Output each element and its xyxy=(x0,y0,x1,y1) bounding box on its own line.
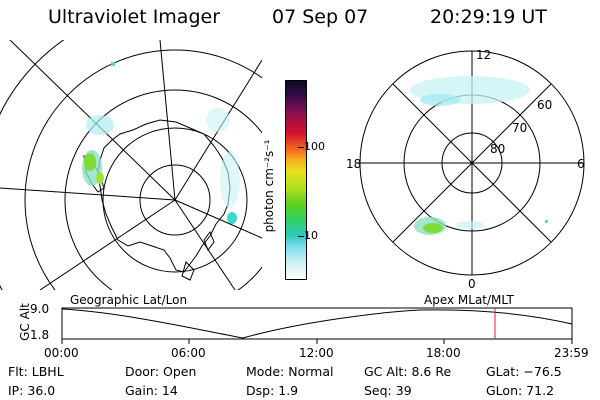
lat-circle xyxy=(24,49,262,290)
aurora-emission-mlt xyxy=(410,76,548,235)
meridian xyxy=(174,199,262,239)
mlt-label-bottom: 0 xyxy=(468,277,476,291)
colorbar-tick-10: 10 xyxy=(304,229,318,242)
altitude-ylabel: GC Alt xyxy=(17,303,32,341)
meridian xyxy=(174,199,236,290)
altitude-xtick: 12:00 xyxy=(299,346,334,360)
lat-circle xyxy=(139,164,211,236)
glon-status: GLon: 71.2 xyxy=(486,383,555,398)
gc-alt-status: GC Alt: 8.6 Re xyxy=(364,364,452,379)
mode-status: Mode: Normal xyxy=(246,364,334,379)
aurora-emission xyxy=(82,62,240,224)
mlt-label-right: 6 xyxy=(577,157,585,171)
gain-status: Gain: 14 xyxy=(125,383,178,398)
coastline xyxy=(203,230,215,252)
colorbar-tick-100: 100 xyxy=(304,140,325,153)
colorbar xyxy=(285,80,307,280)
meridian xyxy=(159,40,176,201)
mlt-label-top: 12 xyxy=(476,48,492,62)
filter-status: Flt: LBHL xyxy=(8,364,64,379)
dsp-status: Dsp: 1.9 xyxy=(246,383,299,398)
colorbar-tick-mark xyxy=(298,147,304,148)
lat-circle xyxy=(64,89,262,290)
time-label: 20:29:19 UT xyxy=(430,6,547,28)
right-map-caption: Apex MLat/MLT xyxy=(424,293,514,307)
mlat-label-70: 70 xyxy=(512,121,528,135)
coastline xyxy=(97,119,231,273)
ip-status: IP: 36.0 xyxy=(8,383,56,398)
colorbar-tick-mark xyxy=(298,236,304,237)
mlat-label-60: 60 xyxy=(537,98,553,112)
lat-circle xyxy=(102,127,248,273)
altitude-xtick: 23:59 xyxy=(554,346,589,360)
altitude-curve xyxy=(61,308,573,339)
meridian xyxy=(39,199,176,290)
altitude-ytick-max: 9.0 xyxy=(30,302,50,316)
left-map-caption: Geographic Lat/Lon xyxy=(70,293,188,307)
altitude-xtick: 06:00 xyxy=(171,346,206,360)
mlt-label-left: 18 xyxy=(346,157,362,171)
meridian xyxy=(0,187,176,201)
coastline xyxy=(181,261,195,281)
glat-status: GLat: −76.5 xyxy=(486,364,562,379)
date-label: 07 Sep 07 xyxy=(272,6,369,28)
mlt-line xyxy=(392,83,552,243)
seq-status: Seq: 39 xyxy=(364,383,412,398)
mlat-label-80: 80 xyxy=(490,142,506,156)
instrument-title: Ultraviolet Imager xyxy=(48,6,221,28)
altitude-xtick: 18:00 xyxy=(426,346,461,360)
door-status: Door: Open xyxy=(125,364,197,379)
altitude-xtick: 00:00 xyxy=(44,346,79,360)
altitude-ytick-min: 1.8 xyxy=(30,328,50,342)
